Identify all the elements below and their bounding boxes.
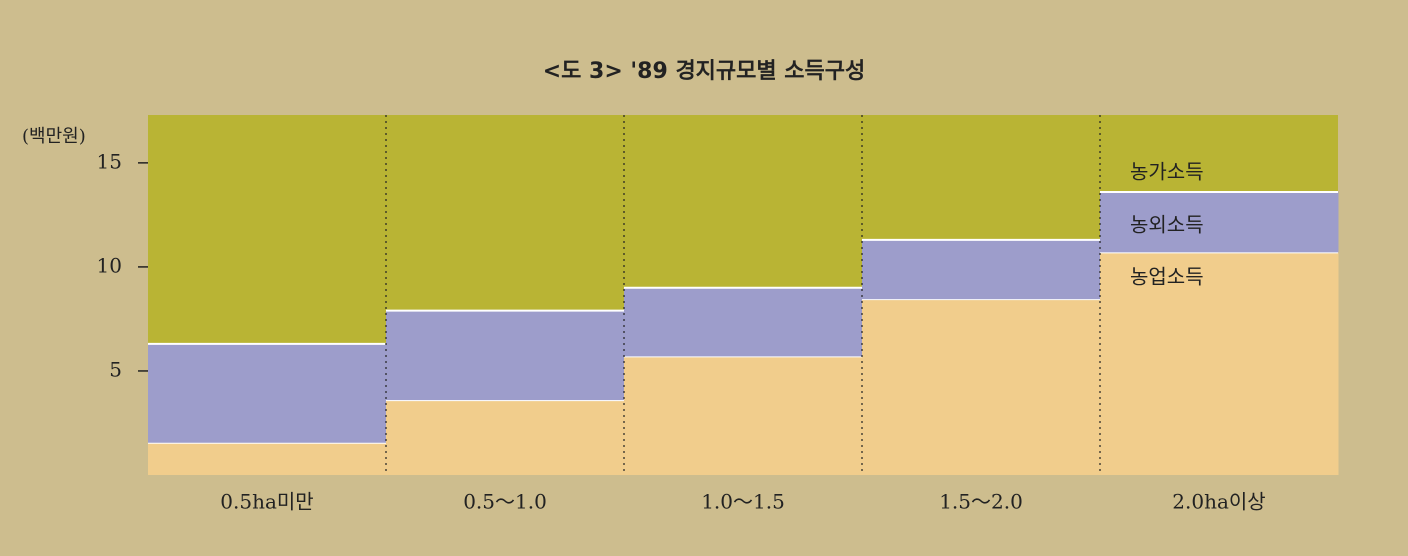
- band-segment: [1100, 191, 1339, 253]
- band-segment: [386, 310, 625, 401]
- x-tick-label: 1.0～1.5: [701, 490, 785, 514]
- x-tick-label: 0.5～1.0: [463, 490, 547, 514]
- legend-label: 농가소득: [1130, 160, 1204, 184]
- band-segment: [386, 400, 625, 475]
- band-segment: [148, 442, 387, 475]
- x-tick-label: 0.5ha미만: [220, 490, 313, 514]
- band-segment: [148, 343, 387, 443]
- y-tick-label: 15: [97, 149, 122, 173]
- y-tick-label: 5: [109, 357, 122, 381]
- y-unit: (백만원): [22, 126, 86, 147]
- band-segment: [862, 299, 1101, 475]
- legend-label: 농외소득: [1130, 213, 1204, 237]
- band-segment: [624, 287, 863, 357]
- chart-title: <도 3> '89 경지규모별 소득구성: [543, 59, 866, 84]
- x-tick-label: 1.5～2.0: [939, 490, 1023, 514]
- band-segment: [1100, 252, 1339, 475]
- band-segment: [862, 239, 1101, 300]
- y-tick-label: 10: [97, 253, 122, 277]
- band-segment: [624, 356, 863, 475]
- legend-label: 농업소득: [1130, 265, 1204, 289]
- x-tick-label: 2.0ha이상: [1172, 490, 1265, 514]
